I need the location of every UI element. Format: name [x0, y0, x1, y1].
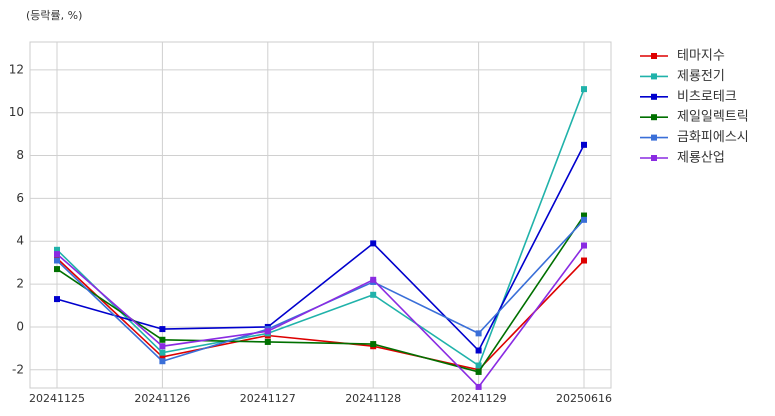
- legend-marker: [651, 114, 657, 121]
- point-marker: [370, 276, 377, 283]
- point-marker: [581, 212, 587, 219]
- plot-frame: [29, 41, 612, 389]
- legend-label: 금화피에스시: [677, 130, 749, 145]
- point-marker: [475, 347, 482, 354]
- y-tick-label: -2: [12, 362, 24, 376]
- series-line: [56, 215, 585, 373]
- y-tick-label: 12: [9, 62, 24, 76]
- series-line: [56, 257, 585, 371]
- y-tick-label: 0: [16, 319, 24, 333]
- legend-marker: [651, 93, 657, 100]
- y-tick-label: 6: [16, 191, 24, 205]
- point-marker: [475, 368, 482, 375]
- legend-label: 제일일렉트릭: [677, 110, 749, 125]
- y-tick-label: 10: [9, 105, 24, 119]
- x-tick-label: 20241128: [345, 392, 401, 405]
- x-tick-label: 20241129: [451, 392, 507, 405]
- point-marker: [159, 349, 166, 356]
- point-marker: [581, 242, 587, 249]
- series-line: [56, 144, 585, 352]
- point-marker: [54, 246, 60, 253]
- legend-label: 제룡전기: [677, 69, 725, 84]
- point-marker: [54, 296, 60, 303]
- point-marker: [264, 338, 271, 345]
- legend-marker: [651, 73, 657, 80]
- x-tick-label: 20241127: [240, 392, 296, 405]
- legend-marker: [651, 134, 657, 141]
- legend-marker: [651, 155, 657, 161]
- point-marker: [264, 328, 271, 335]
- legend-label: 제룡산업: [677, 151, 725, 166]
- y-tick-label: 4: [16, 234, 24, 248]
- point-marker: [159, 326, 166, 333]
- point-marker: [581, 141, 587, 148]
- legend-label: 비츠로테크: [677, 89, 737, 104]
- point-marker: [370, 240, 377, 247]
- x-tick-label: 20241125: [29, 392, 85, 405]
- point-marker: [159, 343, 166, 350]
- point-marker: [475, 383, 482, 390]
- point-marker: [370, 341, 377, 348]
- point-marker: [581, 216, 587, 223]
- point-marker: [54, 257, 60, 264]
- point-marker: [54, 266, 60, 273]
- y-tick-label: 8: [16, 148, 24, 162]
- point-marker: [581, 86, 587, 93]
- chart-subtitle: (등락률, %): [26, 9, 82, 22]
- point-marker: [475, 362, 482, 369]
- y-tick-label: 2: [16, 277, 24, 291]
- point-marker: [159, 353, 166, 360]
- legend-label: 테마지수: [677, 49, 725, 64]
- point-marker: [475, 330, 482, 337]
- x-tick-label: 20241126: [134, 392, 190, 405]
- legend-marker: [651, 53, 657, 59]
- series-line: [56, 88, 585, 367]
- series-line: [56, 245, 585, 389]
- point-marker: [159, 358, 166, 365]
- x-tick-label: 20250616: [556, 392, 612, 405]
- point-marker: [370, 291, 377, 298]
- point-marker: [581, 257, 587, 264]
- point-marker: [159, 336, 166, 343]
- point-marker: [54, 251, 60, 258]
